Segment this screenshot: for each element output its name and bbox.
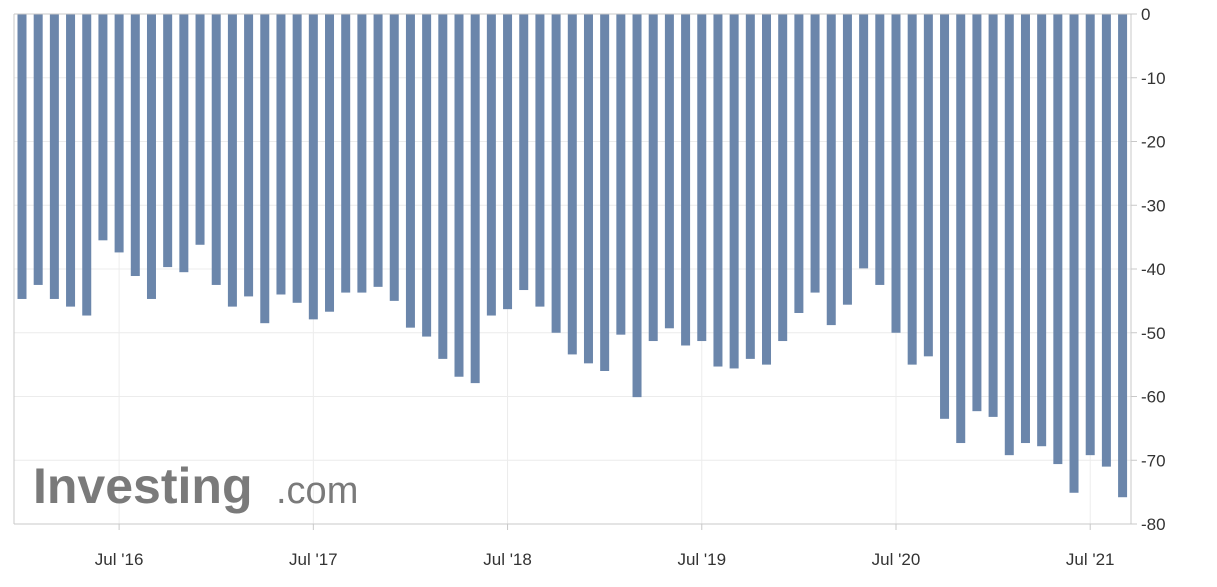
bar	[244, 14, 254, 297]
bar	[373, 14, 383, 287]
bar	[49, 14, 59, 299]
bar	[357, 14, 367, 293]
bar	[195, 14, 205, 245]
x-axis-ticks: Jul '16 Jul '17 Jul '18 Jul '19 Jul '20 Jul '…	[95, 524, 1115, 569]
y-tick-label: -10	[1141, 69, 1166, 88]
x-tick-label: Jul '18	[483, 550, 532, 569]
bar	[891, 14, 901, 333]
bar	[341, 14, 351, 293]
y-tick-label: -30	[1141, 196, 1166, 215]
x-tick-label: Jul '21	[1066, 550, 1115, 569]
bar	[988, 14, 998, 417]
bar	[308, 14, 318, 320]
bar	[292, 14, 302, 303]
bar	[567, 14, 577, 355]
bar	[697, 14, 707, 342]
y-tick-label: -80	[1141, 515, 1166, 534]
bar	[551, 14, 561, 333]
logo-brand-text: Investing	[33, 458, 252, 514]
y-tick-label: -60	[1141, 388, 1166, 407]
y-axis-ticks: 0 -10 -20 -30 -40 -50 -60 -70 -80	[1131, 5, 1166, 534]
bar	[146, 14, 156, 299]
bar	[842, 14, 852, 305]
bar	[179, 14, 189, 273]
bar	[519, 14, 529, 291]
logo-suffix-text: .com	[276, 470, 358, 512]
bar	[826, 14, 836, 326]
bar	[664, 14, 674, 329]
bar	[33, 14, 43, 285]
bar	[1101, 14, 1111, 467]
bar	[956, 14, 966, 444]
bar	[778, 14, 788, 342]
bar	[1053, 14, 1063, 465]
y-tick-label: -40	[1141, 260, 1166, 279]
bar	[600, 14, 610, 371]
bar	[940, 14, 950, 419]
bar	[276, 14, 286, 295]
bar	[535, 14, 545, 307]
bar	[470, 14, 480, 384]
bar	[762, 14, 772, 365]
bar	[17, 14, 27, 299]
y-tick-label: -70	[1141, 451, 1166, 470]
bar	[454, 14, 464, 377]
bar	[859, 14, 869, 269]
bar	[1069, 14, 1079, 493]
bar	[972, 14, 982, 412]
bar	[1020, 14, 1030, 444]
bar	[82, 14, 92, 316]
x-tick-label: Jul '20	[872, 550, 921, 569]
bar	[729, 14, 739, 369]
bar	[211, 14, 221, 285]
bar	[681, 14, 691, 346]
bar	[616, 14, 626, 335]
bar	[486, 14, 496, 316]
bar	[583, 14, 593, 364]
bar	[632, 14, 642, 398]
bar	[405, 14, 415, 328]
x-tick-label: Jul '17	[289, 550, 338, 569]
bar	[503, 14, 513, 310]
bar	[114, 14, 124, 253]
y-tick-label: -20	[1141, 133, 1166, 152]
bar	[422, 14, 432, 337]
bar	[1085, 14, 1095, 456]
bar	[260, 14, 270, 324]
bar	[389, 14, 399, 301]
bar	[875, 14, 885, 285]
y-tick-label: -50	[1141, 324, 1166, 343]
investing-logo: Investing .com	[33, 458, 358, 514]
bar	[325, 14, 335, 312]
bar	[713, 14, 723, 367]
bar	[1004, 14, 1014, 456]
bar	[227, 14, 237, 307]
bar	[923, 14, 933, 357]
bar	[1118, 14, 1128, 498]
bar	[130, 14, 140, 277]
bar	[438, 14, 448, 359]
bar	[1037, 14, 1047, 447]
bar	[745, 14, 755, 359]
bar	[66, 14, 76, 307]
bar	[98, 14, 108, 241]
bar	[794, 14, 804, 313]
y-tick-label: 0	[1141, 5, 1150, 24]
x-tick-label: Jul '16	[95, 550, 144, 569]
bar	[810, 14, 820, 293]
bar	[648, 14, 658, 342]
bar	[163, 14, 173, 268]
bar	[907, 14, 917, 365]
bar-series	[17, 14, 1128, 498]
x-tick-label: Jul '19	[677, 550, 726, 569]
